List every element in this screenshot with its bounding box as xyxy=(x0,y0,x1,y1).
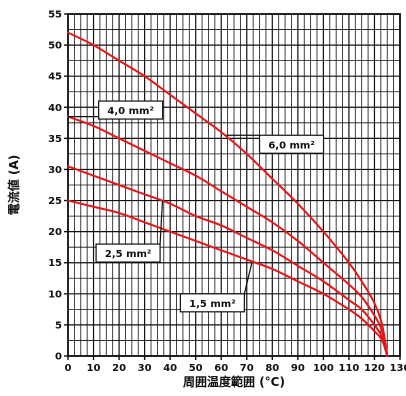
x-tick-label: 80 xyxy=(265,363,279,374)
x-tick-label: 110 xyxy=(338,363,359,374)
callout-box-2 xyxy=(95,243,161,263)
x-tick-label: 120 xyxy=(364,363,385,374)
x-tick-label: 130 xyxy=(390,363,406,374)
series-line-0 xyxy=(67,31,389,357)
plot-border xyxy=(67,13,401,357)
series-callouts: 4,0 mm² 6,0 mm² 2,5 mm² 1,5 mm² xyxy=(68,100,325,313)
y-tick-label: 0 xyxy=(55,352,62,363)
x-tick-label: 0 xyxy=(65,363,72,374)
callout-label-0: 4,0 mm² xyxy=(107,106,153,117)
callout-leader-2 xyxy=(159,200,164,245)
callout-box-0 xyxy=(98,100,164,120)
y-tick-label: 50 xyxy=(48,41,62,52)
callout-label-3: 1,5 mm² xyxy=(189,299,235,310)
x-tick-label: 90 xyxy=(291,363,305,374)
series-line-1 xyxy=(67,115,389,357)
series-line-2 xyxy=(67,165,389,357)
x-tick-label: 30 xyxy=(138,363,152,374)
callout-label-2: 2,5 mm² xyxy=(105,249,151,260)
callout-box-3 xyxy=(179,293,245,313)
plot-frame xyxy=(67,13,401,357)
series-line-3 xyxy=(67,199,389,357)
callout-leader-3 xyxy=(243,262,253,294)
x-tick-label: 40 xyxy=(163,363,177,374)
x-axis-title: 周囲温度範囲 (°C) xyxy=(183,374,285,389)
callout-label-1: 6,0 mm² xyxy=(268,140,314,151)
y-tick-label: 40 xyxy=(48,103,62,114)
x-tick-label: 10 xyxy=(87,363,101,374)
y-tick-label: 25 xyxy=(48,196,62,207)
y-tick-label: 55 xyxy=(48,10,62,21)
y-tick-label: 45 xyxy=(48,72,62,83)
y-tick-label: 5 xyxy=(55,320,62,331)
y-tick-label: 30 xyxy=(48,165,62,176)
y-tick-label: 20 xyxy=(48,227,62,238)
callout-box-1 xyxy=(258,134,325,154)
x-tick-label: 70 xyxy=(240,363,254,374)
x-tick-label: 20 xyxy=(112,363,126,374)
y-tick-label: 15 xyxy=(48,258,62,269)
series-lines xyxy=(67,31,389,357)
x-tick-label: 50 xyxy=(189,363,203,374)
y-tick-label: 10 xyxy=(48,289,62,300)
x-tick-label: 60 xyxy=(214,363,228,374)
tick-labels: 0 5 10 15 20 25 30 35 40 45 50 55 0 10 20 30 40 50 60 70 80 9… xyxy=(48,10,406,375)
x-tick-label: 100 xyxy=(313,363,334,374)
y-axis-title: 電流値 (A) xyxy=(6,155,21,215)
y-tick-label: 35 xyxy=(48,134,62,145)
